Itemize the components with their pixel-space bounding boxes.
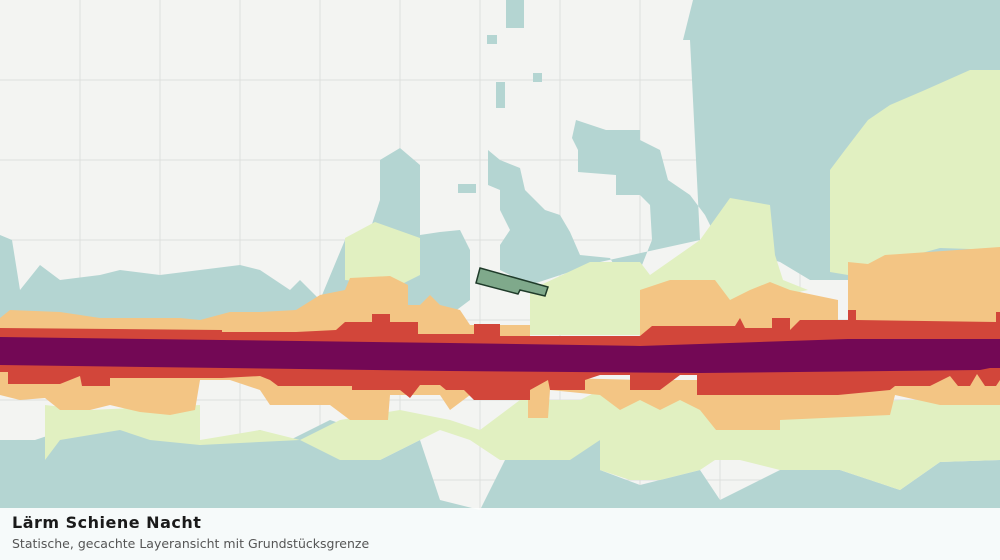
layer-subtitle: Statische, gecachte Layeransicht mit Gru… bbox=[12, 536, 369, 551]
zone-area bbox=[45, 390, 1000, 490]
zone-area bbox=[830, 70, 1000, 275]
zone-area bbox=[506, 0, 524, 28]
caption-panel bbox=[0, 508, 1000, 560]
zone-area bbox=[533, 73, 542, 82]
zone-area bbox=[496, 82, 505, 108]
noise-zone-highest bbox=[0, 337, 1000, 373]
layer-title: Lärm Schiene Nacht bbox=[12, 513, 201, 532]
zone-area bbox=[345, 222, 420, 285]
zone-area bbox=[0, 310, 1000, 350]
zone-area bbox=[458, 184, 476, 193]
zone-area bbox=[487, 35, 497, 44]
parcel-boundary[interactable] bbox=[475, 267, 549, 297]
zone-area bbox=[848, 247, 1000, 330]
zone-area bbox=[530, 198, 808, 335]
noise-zone-low bbox=[45, 70, 1000, 490]
